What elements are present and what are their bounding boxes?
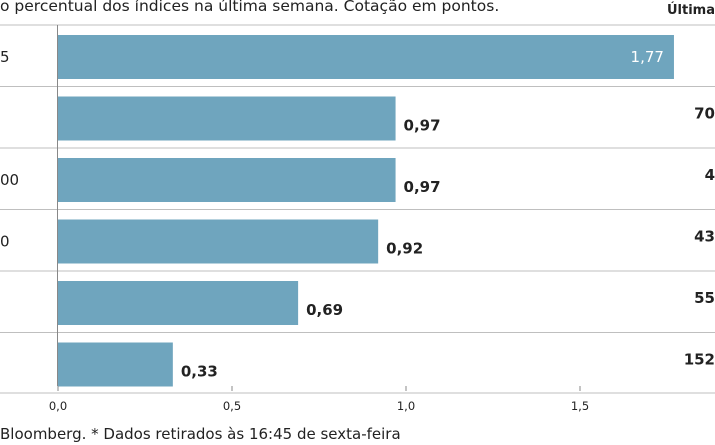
x-tick-label: 1,5 (571, 399, 589, 413)
last-quote-value: 43 (694, 228, 715, 246)
bar (58, 219, 379, 264)
chart-subtitle: o percentual dos índices na última seman… (0, 0, 500, 15)
last-quote-value: 4 (705, 166, 715, 184)
chart-footer: Bloomberg. * Dados retirados às 16:45 de… (0, 425, 401, 443)
bar-value-label: 0,69 (306, 301, 343, 319)
last-quote-value: 55 (694, 289, 715, 307)
bar (58, 35, 674, 79)
bar (58, 96, 396, 141)
last-quote-column-header: Última c (667, 3, 715, 18)
bar (58, 281, 299, 325)
bar (58, 342, 173, 387)
bar-value-label: 0,92 (386, 240, 423, 258)
bar-value-label: 0,97 (404, 117, 441, 135)
last-quote-value: 152 (684, 351, 715, 369)
row-label: 5 (0, 48, 10, 66)
bar-value-label: 0,33 (181, 363, 218, 381)
bar (58, 158, 396, 202)
x-tick-label: 0,5 (223, 399, 241, 413)
row-label: 0 (0, 233, 10, 251)
last-quote-value: 70 (694, 105, 715, 123)
x-tick-label: 1,0 (397, 399, 415, 413)
row-label: 00 (0, 171, 19, 189)
bar-value-label: 0,97 (404, 178, 441, 196)
x-tick-label: 0,0 (49, 399, 67, 413)
bar-value-label: 1,77 (631, 48, 664, 66)
